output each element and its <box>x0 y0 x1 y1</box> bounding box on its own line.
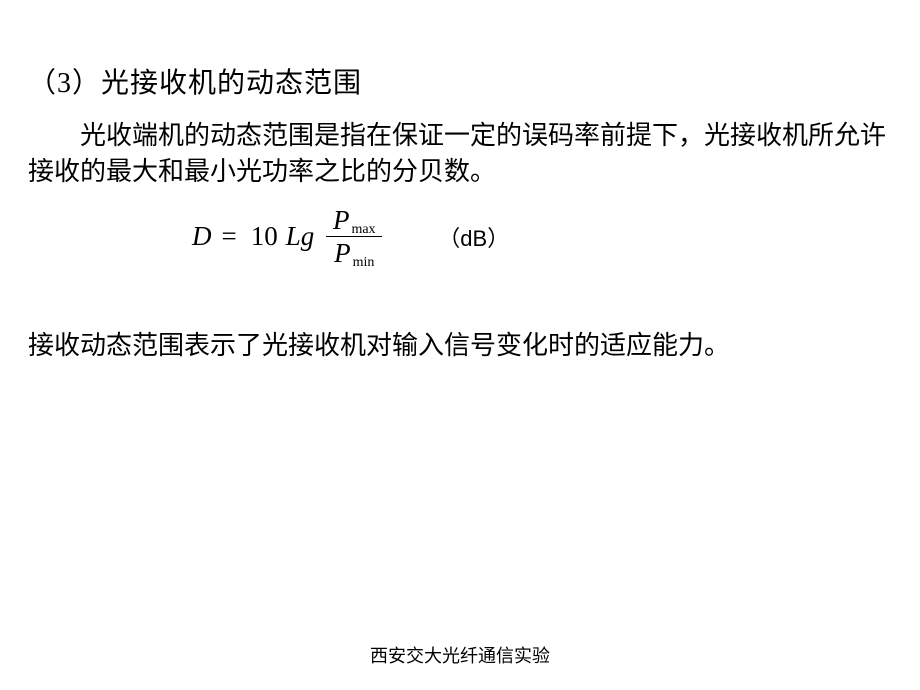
unit-open: （ <box>438 226 460 251</box>
formula-func: Lg <box>286 221 315 252</box>
equals-sign: = <box>222 221 237 252</box>
formula-unit: （dB） <box>438 221 509 253</box>
fraction-denominator: P min <box>330 239 378 267</box>
formula-fraction: P max P min <box>326 206 382 268</box>
unit-close: ） <box>487 226 509 251</box>
den-sub: min <box>353 256 375 271</box>
formula-coeff: 10 <box>251 221 278 252</box>
paragraph-meaning: 接收动态范围表示了光接收机对输入信号变化时的适应能力。 <box>28 328 892 364</box>
slide-footer: 西安交大光纤通信实验 <box>0 642 920 668</box>
formula-lhs: D <box>192 221 212 252</box>
unit-label: dB <box>460 226 487 251</box>
den-var: P <box>334 239 351 267</box>
num-sub: max <box>351 223 375 238</box>
formula-equation: D = 10 Lg P max P min <box>192 206 382 268</box>
fraction-numerator: P max <box>329 206 380 234</box>
section-heading: （3）光接收机的动态范围 <box>28 66 362 102</box>
formula-block: D = 10 Lg P max P min （dB） <box>192 206 509 268</box>
slide: （3）光接收机的动态范围 光收端机的动态范围是指在保证一定的误码率前提下，光接收… <box>0 0 920 690</box>
paragraph-definition: 光收端机的动态范围是指在保证一定的误码率前提下，光接收机所允许接收的最大和最小光… <box>28 118 892 191</box>
num-var: P <box>333 206 350 234</box>
